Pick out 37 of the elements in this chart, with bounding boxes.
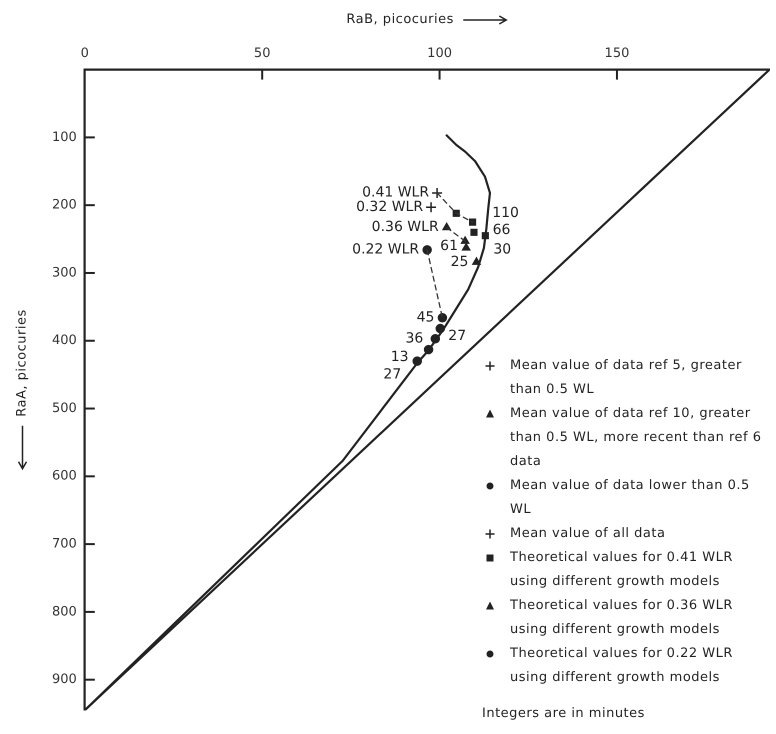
y-tick-label: 300 — [52, 265, 77, 280]
annotation: Integers are in minutes — [482, 705, 646, 723]
legend-label: Theoretical values for 0.41 WLR using different growth models — [510, 549, 734, 591]
annotation: 0.41 WLR — [362, 184, 430, 201]
y-tick-label: 500 — [52, 400, 77, 416]
legend-label: Theoretical values for 0.36 WLR using different growth models — [510, 597, 734, 639]
annotation: 0.32 WLR — [356, 198, 424, 215]
y-tick-label: 200 — [52, 198, 77, 213]
y-tick-label: 400 — [52, 333, 77, 348]
legend-label: Mean value of data ref 5, greater than 0.5 WL — [510, 357, 743, 399]
annotation: 27 — [383, 366, 402, 383]
annotation: 110 — [492, 204, 519, 221]
annotation: 0.22 WLR — [352, 242, 420, 258]
annotation: 45 — [416, 309, 434, 326]
x-axis-title: RaB, picocuries — [346, 12, 454, 27]
annotation: 66 — [492, 222, 510, 238]
annotation: 27 — [448, 328, 466, 344]
annotation: 36 — [406, 330, 424, 346]
x-tick-label: 100 — [427, 46, 452, 62]
annotation: 25 — [450, 254, 468, 270]
y-axis-title: RaA, picocuries — [14, 309, 30, 417]
annotation: 61 — [440, 238, 458, 254]
legend-label: Theoretical values for 0.22 WLR using different growth models — [510, 645, 734, 687]
y-tick-label: 800 — [52, 604, 77, 620]
annotation: 13 — [390, 349, 409, 366]
y-tick-label: 100 — [52, 130, 77, 145]
x-tick-label: 50 — [254, 46, 270, 62]
y-tick-label: 600 — [52, 468, 77, 484]
legend-label: Mean value of data lower than 0.5 WL — [510, 477, 751, 519]
y-tick-label: 900 — [52, 672, 77, 688]
x-tick-label: 150 — [604, 46, 630, 62]
legend-label: Mean value of all data — [510, 525, 666, 543]
annotation: 0.36 WLR — [372, 219, 439, 236]
x-tick-label: 0 — [80, 46, 89, 62]
annotation: 30 — [493, 241, 512, 258]
y-tick-label: 700 — [52, 536, 77, 552]
legend-label: Mean value of data ref 10, greater than 0.5 WL, more recent than ref 6 data — [510, 405, 763, 471]
